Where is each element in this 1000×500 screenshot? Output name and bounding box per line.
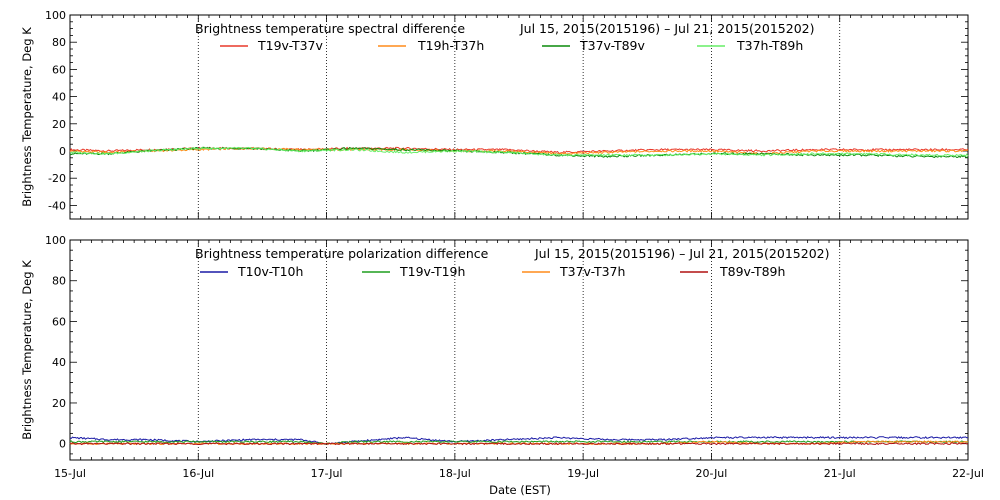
y-axis-title: Brightness Temperature, Deg K (20, 27, 34, 207)
x-tick-label: 17-Jul (311, 467, 343, 480)
chart-title: Brightness temperature polarization diff… (195, 246, 489, 261)
y-tick-label: 0 (59, 145, 66, 158)
chart-title: Brightness temperature spectral differen… (195, 21, 465, 36)
chart-date-range: Jul 15, 2015(2015196) – Jul 21, 2015(201… (534, 246, 829, 261)
y-tick-label: 20 (52, 118, 66, 131)
legend-label: T19h-T37h (417, 38, 484, 53)
shared-x-tick-labels: 15-Jul 16-Jul 17-Jul 18-Jul 19-Jul 20-Jul 21-J… (54, 467, 984, 480)
legend-label: T19v-T19h (399, 264, 465, 279)
chart-date-range: Jul 15, 2015(2015196) – Jul 21, 2015(201… (519, 21, 814, 36)
y-tick-label: 60 (52, 63, 66, 76)
x-tick-label: 19-Jul (567, 467, 599, 480)
y-tick-label: 40 (52, 356, 66, 369)
y-tick-label: 20 (52, 397, 66, 410)
y-tick-label: 100 (45, 234, 66, 247)
x-tick-label: 22-Jul (952, 467, 984, 480)
y-tick-label: -20 (48, 172, 66, 185)
x-tick-label: 21-Jul (824, 467, 856, 480)
series-line-t89v-t89h (70, 442, 969, 446)
y-tick-label: 80 (52, 36, 66, 49)
series-line-t19v-t19h (69, 440, 969, 445)
plot-frame (69, 14, 969, 220)
plot-frame (69, 239, 969, 461)
spectral-difference-panel: -40 -20 0 20 40 60 80 100 Brightness Temperature… (20, 9, 969, 220)
series-line-t10v-t10h (69, 436, 969, 445)
x-tick-label: 20-Jul (695, 467, 727, 480)
x-tick-label: 15-Jul (54, 467, 86, 480)
legend-label: T37h-T89h (736, 38, 803, 53)
series-line-t37h-t89h (69, 146, 969, 157)
y-tick-label: 40 (52, 91, 66, 104)
y-tick-label: -40 (48, 199, 66, 212)
polarization-difference-panel: 0 20 40 60 80 100 Brightness Temperature, Deg … (20, 234, 969, 461)
x-tick-label: 16-Jul (182, 467, 214, 480)
y-axis-title: Brightness Temperature, Deg K (20, 260, 34, 440)
legend-label: T19v-T37v (257, 38, 324, 53)
x-tick-label: 18-Jul (439, 467, 471, 480)
y-tick-label: 60 (52, 315, 66, 328)
y-tick-label: 100 (45, 9, 66, 22)
x-axis-title: Date (EST) (489, 483, 551, 497)
legend-label: T89v-T89h (719, 264, 785, 279)
legend-label: T10v-T10h (237, 264, 303, 279)
y-tick-label: 80 (52, 275, 66, 288)
y-tick-label: 0 (59, 438, 66, 451)
legend-label: T37v-T37h (559, 264, 625, 279)
legend-label: T37v-T89v (579, 38, 646, 53)
